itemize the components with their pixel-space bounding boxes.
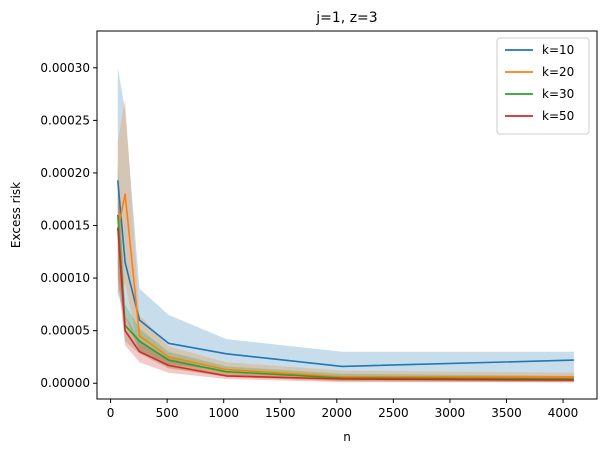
x-axis: 0 500 1000 1500 2000 2500 3000 3500 4000 bbox=[107, 399, 579, 420]
series-line-k-50 bbox=[117, 227, 574, 381]
x-tick-label: 0 bbox=[107, 406, 115, 420]
y-tick-label: 0.00030 bbox=[40, 61, 90, 75]
x-tick-label: 500 bbox=[156, 406, 179, 420]
y-tick-label: 0.00025 bbox=[40, 113, 90, 127]
y-tick-label: 0.00005 bbox=[40, 324, 90, 338]
legend-label-k-10: k=10 bbox=[542, 43, 574, 57]
band-k-30 bbox=[117, 162, 574, 383]
series-line-k-10 bbox=[117, 180, 574, 368]
y-axis: 0.00000 0.00005 0.00010 0.00015 0.00020 0.000… bbox=[40, 61, 97, 390]
x-tick-label: 4000 bbox=[548, 406, 579, 420]
x-tick-label: 2000 bbox=[322, 406, 353, 420]
x-axis-label: n bbox=[343, 430, 351, 444]
legend: k=10 k=20 k=30 k=50 bbox=[496, 37, 590, 135]
series-line-k-20 bbox=[117, 193, 574, 378]
legend-box bbox=[496, 37, 590, 135]
y-axis-label: Excess risk bbox=[9, 182, 23, 248]
legend-label-k-50: k=50 bbox=[542, 109, 574, 123]
y-tick-label: 0.00010 bbox=[40, 271, 90, 285]
y-tick-label: 0.00015 bbox=[40, 219, 90, 233]
y-tick-label: 0.00000 bbox=[40, 376, 90, 390]
y-tick-label: 0.00020 bbox=[40, 166, 90, 180]
band-k-10 bbox=[117, 67, 574, 380]
series-lines bbox=[117, 180, 574, 381]
x-tick-label: 2500 bbox=[378, 406, 409, 420]
x-tick-label: 3000 bbox=[435, 406, 466, 420]
chart-title: j=1, z=3 bbox=[315, 10, 377, 26]
plot-frame bbox=[96, 30, 598, 400]
band-k-50 bbox=[117, 172, 574, 383]
x-tick-label: 1500 bbox=[265, 406, 296, 420]
x-tick-label: 1000 bbox=[208, 406, 239, 420]
legend-label-k-30: k=30 bbox=[542, 87, 574, 101]
x-tick-label: 3500 bbox=[491, 406, 522, 420]
legend-label-k-20: k=20 bbox=[542, 65, 574, 79]
